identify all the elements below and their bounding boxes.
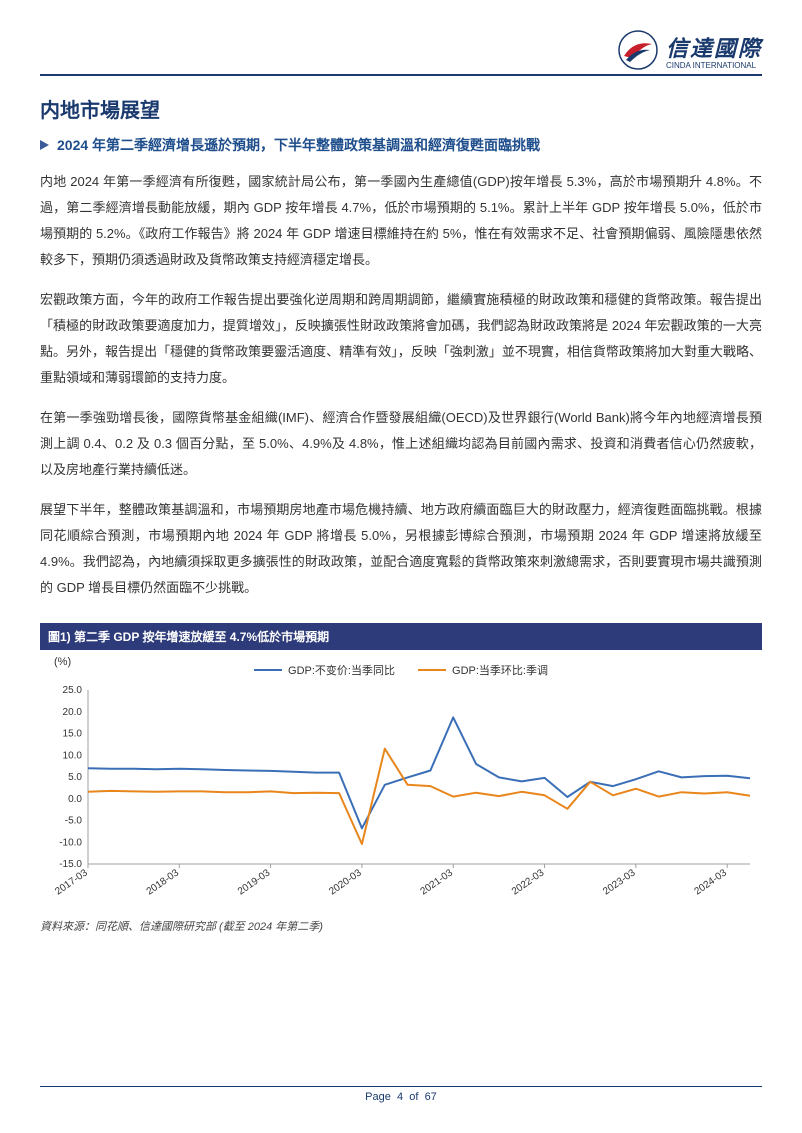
svg-text:2023-03: 2023-03	[601, 867, 638, 897]
svg-text:20.0: 20.0	[63, 707, 83, 718]
page-footer: Page 4 of 67	[40, 1086, 762, 1103]
svg-text:2019-03: 2019-03	[236, 867, 273, 897]
legend-label-2: GDP:当季环比:季调	[452, 662, 548, 678]
subhead-row: 2024 年第二季經濟增長遜於預期，下半年整體政策基調溫和經濟復甦面臨挑戰	[40, 135, 762, 155]
svg-text:-10.0: -10.0	[59, 837, 82, 848]
brand-name: 信達國際	[666, 31, 762, 63]
legend-swatch-2	[418, 669, 446, 672]
triangle-bullet-icon	[40, 140, 49, 150]
svg-text:2024-03: 2024-03	[693, 867, 730, 897]
sub-title: 2024 年第二季經濟增長遜於預期，下半年整體政策基調溫和經濟復甦面臨挑戰	[57, 135, 540, 155]
svg-text:5.0: 5.0	[68, 772, 82, 783]
footer-of-label: of	[409, 1091, 418, 1103]
section-title: 内地市場展望	[40, 94, 762, 123]
paragraph-3: 在第一季強勁增長後，國際貨幣基金組織(IMF)、經濟合作暨發展組織(OECD)及…	[40, 405, 762, 483]
svg-text:0.0: 0.0	[68, 794, 82, 805]
svg-text:2020-03: 2020-03	[327, 867, 364, 897]
svg-text:10.0: 10.0	[63, 750, 83, 761]
paragraph-2: 宏觀政策方面，今年的政府工作報告提出要強化逆周期和跨周期調節，繼續實施積極的財政…	[40, 287, 762, 391]
paragraph-1: 内地 2024 年第一季經濟有所復甦，國家統計局公布，第一季國內生產總值(GDP…	[40, 169, 762, 273]
legend-label-1: GDP:不变价:当季同比	[288, 662, 395, 678]
legend-swatch-1	[254, 669, 282, 672]
figure-title: 圖1) 第二季 GDP 按年增速放緩至 4.7%低於市場預期	[40, 623, 762, 650]
figure-source: 資料來源：同花順、信達國際研究部 (截至 2024 年第二季)	[40, 918, 762, 934]
footer-total: 67	[425, 1091, 437, 1103]
y-axis-unit: (%)	[54, 656, 71, 668]
svg-text:2017-03: 2017-03	[53, 867, 90, 897]
footer-page-num: 4	[397, 1091, 403, 1103]
cinda-logo-icon	[618, 30, 658, 70]
page-header: 信達國際 CINDA INTERNATIONAL	[40, 30, 762, 76]
brand-sub: CINDA INTERNATIONAL	[666, 61, 762, 70]
svg-text:25.0: 25.0	[63, 685, 83, 696]
legend-item-2: GDP:当季环比:季调	[418, 662, 548, 678]
svg-text:2021-03: 2021-03	[419, 867, 456, 897]
paragraph-4: 展望下半年，整體政策基調溫和，市場預期房地產市場危機持續、地方政府續面臨巨大的財…	[40, 497, 762, 601]
gdp-chart: GDP:不变价:当季同比 GDP:当季环比:季调 (%) -15.0-10.0-…	[40, 650, 762, 910]
svg-text:2018-03: 2018-03	[145, 867, 182, 897]
legend-item-1: GDP:不变价:当季同比	[254, 662, 395, 678]
svg-text:2022-03: 2022-03	[510, 867, 547, 897]
svg-text:-5.0: -5.0	[65, 816, 83, 827]
chart-svg: -15.0 -10.0 -5.0 0.0 5.0 10.0 15.0 20.0 25.0 2017…	[40, 680, 760, 910]
chart-legend: GDP:不变价:当季同比 GDP:当季环比:季调	[40, 662, 762, 678]
svg-text:15.0: 15.0	[63, 729, 83, 740]
footer-page-label: Page	[365, 1091, 391, 1103]
brand-logo: 信達國際 CINDA INTERNATIONAL	[618, 30, 762, 70]
svg-text:-15.0: -15.0	[59, 859, 82, 870]
figure-1: 圖1) 第二季 GDP 按年增速放緩至 4.7%低於市場預期 GDP:不变价:当…	[40, 623, 762, 934]
